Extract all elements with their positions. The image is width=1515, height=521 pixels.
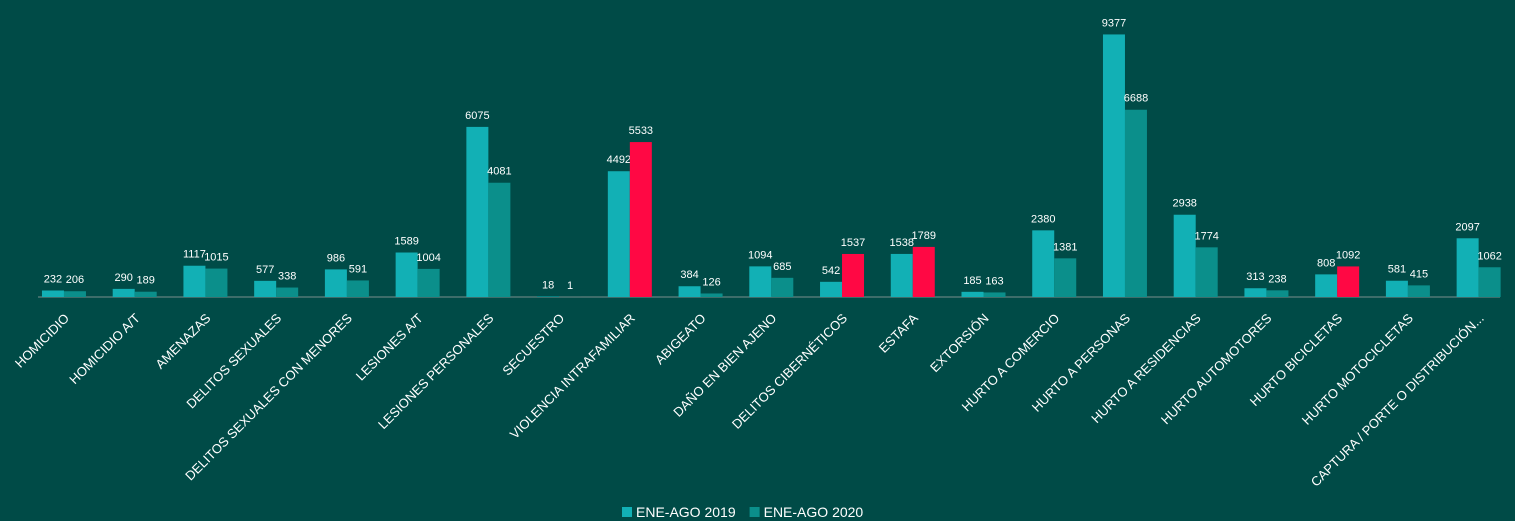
value-label: 384 [680,269,698,281]
bar [254,280,277,297]
value-label: 415 [1410,268,1428,280]
value-label: 1092 [1336,249,1360,261]
value-label: 9377 [1102,17,1126,29]
bar [961,291,984,297]
value-label: 1015 [204,252,228,264]
value-label: 1789 [912,230,936,242]
bar [607,171,630,297]
bar [1032,230,1055,297]
value-label: 1381 [1053,241,1077,253]
bar [1102,34,1125,297]
bar [771,277,794,297]
value-label: 1 [567,280,573,292]
bar [537,296,560,297]
bar [112,288,135,297]
bar [820,281,843,297]
bar [1124,109,1147,298]
value-label: 163 [985,275,1003,287]
bar [324,269,347,297]
bar [842,253,865,297]
bar [983,292,1006,297]
value-label: 185 [963,275,981,287]
value-label: 808 [1317,257,1335,269]
bar [1456,238,1479,297]
legend-label: ENE-AGO 2019 [636,504,736,520]
value-label: 1117 [183,249,206,261]
bar [395,252,418,297]
value-label: 18 [542,279,554,291]
value-label: 1538 [890,237,914,249]
value-label: 232 [44,274,62,286]
value-label: 5533 [629,125,653,137]
bar [1195,247,1218,297]
bar [417,268,440,297]
bar [134,291,157,297]
value-label: 189 [137,275,155,287]
value-label: 2097 [1455,221,1479,233]
value-label: 685 [773,261,791,273]
bar [912,246,935,297]
bar [488,182,511,297]
bar [1385,280,1408,297]
bar [205,268,228,297]
bar [1407,285,1430,297]
value-label: 986 [327,252,345,264]
value-label: 313 [1246,271,1264,283]
bar [63,291,86,297]
legend-swatch [622,507,632,517]
value-label: 1094 [748,249,772,261]
value-label: 2938 [1172,198,1196,210]
bar [890,253,913,297]
value-label: 1537 [841,237,865,249]
value-label: 542 [822,265,840,277]
bar [183,265,206,297]
value-label: 591 [349,263,367,275]
value-label: 2380 [1031,213,1055,225]
bar [629,142,652,297]
value-label: 581 [1388,264,1406,276]
value-label: 577 [256,264,274,276]
value-label: 290 [115,272,133,284]
value-label: 4081 [487,166,511,178]
value-label: 1774 [1194,230,1218,242]
bar [1478,267,1501,297]
value-label: 338 [278,271,296,283]
value-label: 1004 [416,252,440,264]
bar [1173,214,1196,297]
bar [1315,274,1338,297]
value-label: 238 [1268,273,1286,285]
value-label: 6075 [465,110,489,122]
value-label: 1589 [394,236,418,248]
bar [276,287,299,297]
legend-label: ENE-AGO 2020 [764,504,864,520]
bar [466,126,489,298]
value-label: 206 [66,274,84,286]
bar [1266,290,1289,297]
value-label: 126 [702,276,720,288]
bar [1054,258,1077,297]
bar [749,266,772,297]
bar [1244,288,1267,297]
bar [678,286,701,297]
value-label: 4492 [607,154,631,166]
bar [41,290,64,297]
value-label: 1062 [1477,250,1501,262]
value-label: 6688 [1124,93,1148,105]
bar [346,280,369,297]
bar [1337,266,1360,297]
legend-swatch [749,507,760,517]
bar [700,293,723,297]
